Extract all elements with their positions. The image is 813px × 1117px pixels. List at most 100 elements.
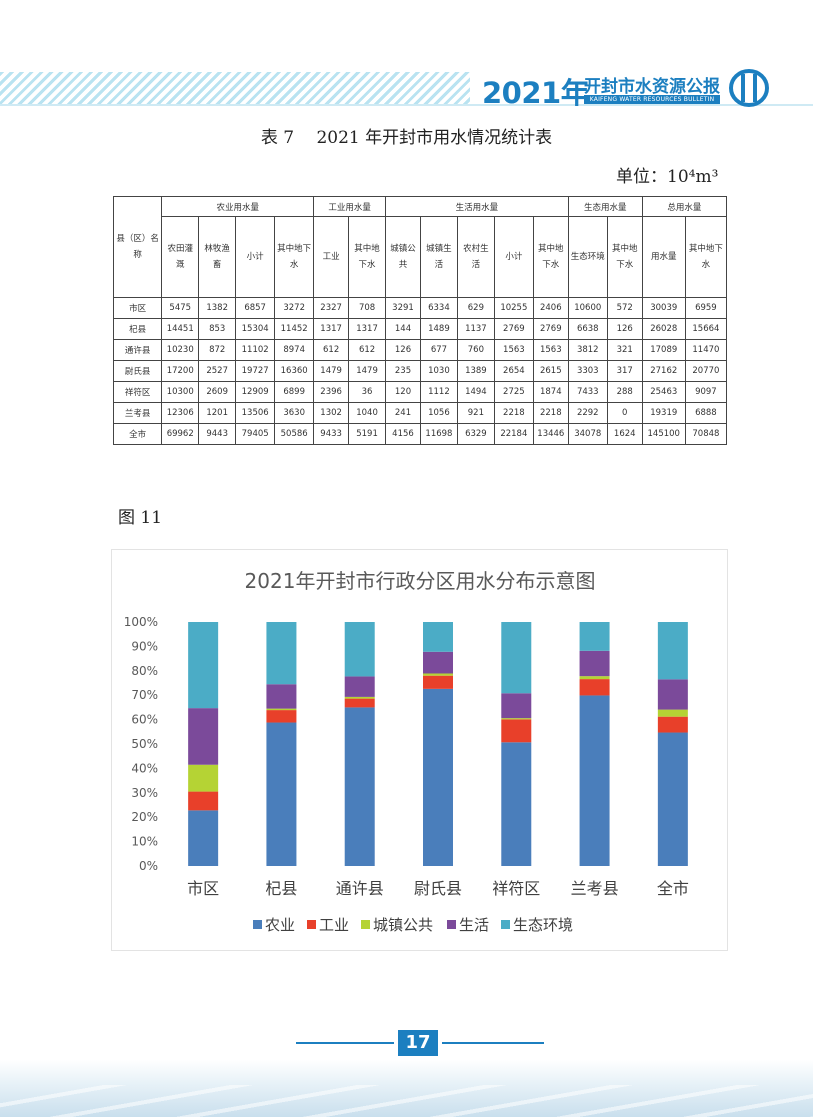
table-cell: 14451 — [161, 318, 200, 340]
bar-segment — [579, 622, 610, 651]
bar-segment — [423, 651, 453, 674]
y-tick-label: 60% — [131, 713, 158, 727]
table-cell: 11102 — [235, 339, 276, 361]
legend-label: 生态环境 — [513, 916, 573, 934]
group-industry: 工业用水量 — [313, 196, 387, 217]
table-cell: 6959 — [684, 297, 728, 319]
page-number: 17 — [398, 1030, 438, 1056]
table-cell: 760 — [456, 339, 495, 361]
table-cell: 2218 — [532, 402, 569, 424]
table-cell: 1201 — [198, 402, 237, 424]
table-cell: 9433 — [313, 423, 350, 445]
table-cell: 2725 — [493, 381, 534, 403]
table-cell: 1479 — [348, 360, 387, 382]
table-cell: 2615 — [532, 360, 569, 382]
table-cell: 288 — [606, 381, 643, 403]
table-cell: 11698 — [419, 423, 458, 445]
column-header: 小计 — [493, 216, 534, 298]
bar-segment — [188, 791, 219, 811]
bar-segment — [423, 688, 453, 866]
row-name-cell: 杞县 — [112, 318, 163, 340]
table-cell: 145100 — [641, 423, 686, 445]
table-cell: 1137 — [456, 318, 495, 340]
x-tick-label: 全市 — [657, 879, 689, 898]
table-cell: 69962 — [161, 423, 200, 445]
bar-segment — [579, 679, 610, 696]
table-cell: 2218 — [493, 402, 534, 424]
column-header: 生态环境 — [567, 216, 608, 298]
table-cell: 708 — [348, 297, 387, 319]
column-header: 城镇生活 — [419, 216, 458, 298]
table-cell: 10600 — [567, 297, 608, 319]
table-cell: 241 — [385, 402, 421, 424]
bar-segment — [344, 707, 375, 866]
group-total: 总用水量 — [641, 196, 728, 217]
legend-label: 城镇公共 — [373, 916, 433, 934]
table-cell: 20770 — [684, 360, 728, 382]
bar-segment — [501, 718, 532, 720]
bar-segment — [423, 673, 453, 676]
group-domestic: 生活用水量 — [385, 196, 569, 217]
table-cell: 16360 — [274, 360, 315, 382]
chart-title: 2021年开封市行政分区用水分布示意图 — [245, 569, 596, 593]
table-cell: 2406 — [532, 297, 569, 319]
bar-segment — [657, 709, 688, 717]
bar-segment — [501, 622, 532, 694]
table-cell: 2609 — [198, 381, 237, 403]
legend-swatch — [253, 920, 262, 929]
table-cell: 317 — [606, 360, 643, 382]
group-agriculture: 农业用水量 — [161, 196, 315, 217]
table-cell: 10230 — [161, 339, 200, 361]
table-row: 尉氏县 17200 2527 19727 16360 1479 1479 235 1030 138… — [112, 360, 728, 382]
y-tick-label: 50% — [131, 737, 158, 751]
table-cell: 9443 — [198, 423, 237, 445]
table-cell: 1030 — [419, 360, 458, 382]
header-rule — [0, 104, 813, 106]
figure-label: 图 11 — [118, 508, 163, 528]
table-cell: 36 — [348, 381, 387, 403]
table-cell: 1624 — [606, 423, 643, 445]
unit-value: 10⁴m³ — [667, 167, 719, 187]
legend-swatch — [307, 920, 316, 929]
water-use-table: 县（区）名称 农业用水量 工业用水量 生活用水量 生态用水量 总用水量 农田灌溉… — [112, 196, 728, 445]
water-ripple-decoration — [0, 1085, 813, 1117]
table-cell: 7433 — [567, 381, 608, 403]
table-cell: 6638 — [567, 318, 608, 340]
legend-swatch — [447, 920, 456, 929]
table-cell: 1382 — [198, 297, 237, 319]
table-cell: 17089 — [641, 339, 686, 361]
table-cell: 126 — [385, 339, 421, 361]
column-header: 用水量 — [641, 216, 686, 298]
bar-segment — [344, 696, 375, 699]
y-tick-label: 30% — [131, 786, 158, 800]
table-cell: 2327 — [313, 297, 350, 319]
table-cell: 2396 — [313, 381, 350, 403]
table-cell: 2527 — [198, 360, 237, 382]
table-cell: 1112 — [419, 381, 458, 403]
table-cell: 1494 — [456, 381, 495, 403]
column-header: 其中地下水 — [274, 216, 315, 298]
table-cell: 677 — [419, 339, 458, 361]
table-cell: 3291 — [385, 297, 421, 319]
table-row: 杞县 14451 853 15304 11452 1317 1317 144 1489 1137 2… — [112, 318, 728, 340]
table-cell: 19727 — [235, 360, 276, 382]
y-tick-label: 0% — [139, 859, 158, 873]
table-row: 市区 5475 1382 6857 3272 2327 708 3291 6334 629 1025… — [112, 297, 728, 319]
row-name-cell: 全市 — [112, 423, 163, 445]
table-cell: 10255 — [493, 297, 534, 319]
table-cell: 6334 — [419, 297, 458, 319]
table-cell: 5475 — [161, 297, 200, 319]
table-row: 祥符区 10300 2609 12909 6899 2396 36 120 1112 1494 27… — [112, 381, 728, 403]
row-name-cell: 市区 — [112, 297, 163, 319]
table-cell: 34078 — [567, 423, 608, 445]
table-cell: 2292 — [567, 402, 608, 424]
table-cell: 3272 — [274, 297, 315, 319]
column-header: 其中地下水 — [532, 216, 569, 298]
table-cell: 3303 — [567, 360, 608, 382]
column-header: 林牧渔畜 — [198, 216, 237, 298]
table-cell: 13446 — [532, 423, 569, 445]
bar-segment — [579, 676, 610, 680]
table-cell: 15304 — [235, 318, 276, 340]
bar-segment — [188, 810, 219, 866]
table-cell: 853 — [198, 318, 237, 340]
